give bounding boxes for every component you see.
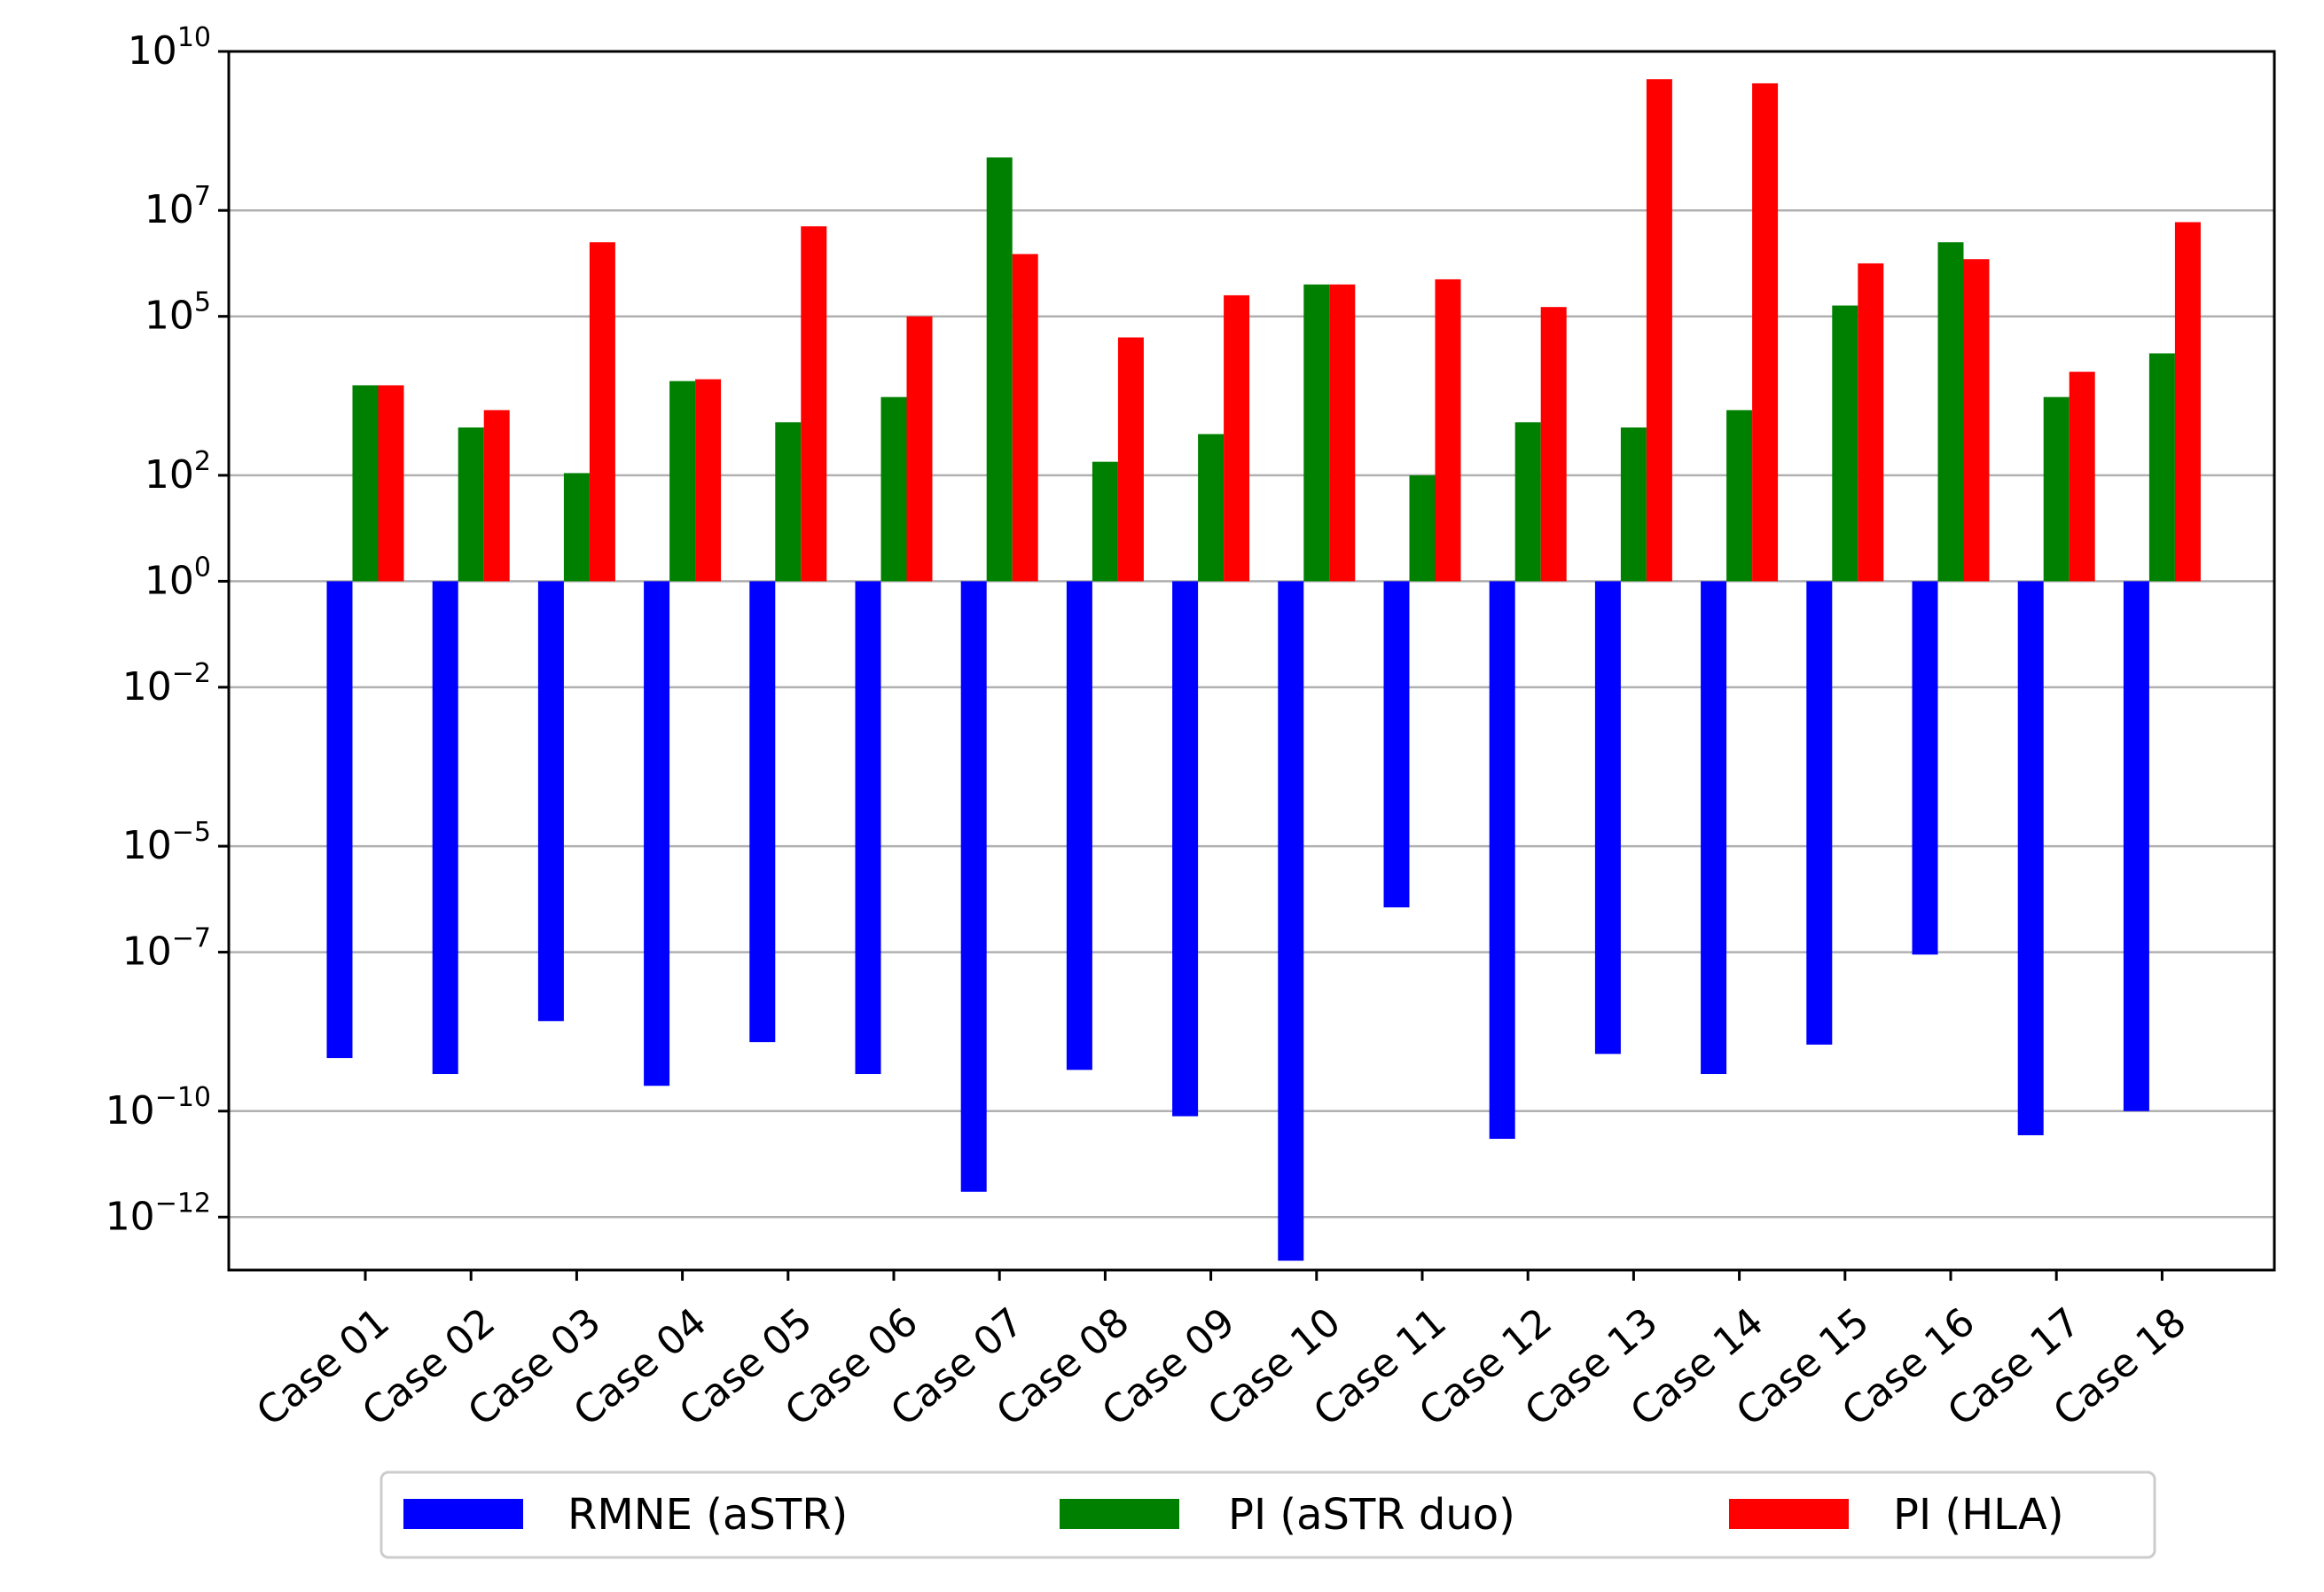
bar-pi-astr-duo xyxy=(2043,396,2070,582)
bar-rmne xyxy=(960,581,987,1192)
legend-label: PI (aSTR duo) xyxy=(1228,1490,1515,1540)
legend-label: PI (HLA) xyxy=(1893,1490,2064,1540)
bar-pi-astr-duo xyxy=(669,380,696,582)
bar-pi-hla xyxy=(801,226,827,582)
bars xyxy=(326,79,2201,1261)
bar-pi-hla xyxy=(2174,222,2201,582)
bar-pi-astr-duo xyxy=(563,473,590,582)
bar-pi-astr-duo xyxy=(1198,434,1225,582)
bar-pi-hla xyxy=(378,385,404,582)
bar-pi-astr-duo xyxy=(880,396,907,582)
y-tick-label: 100 xyxy=(145,552,211,603)
bar-rmne xyxy=(1278,581,1304,1261)
bar-rmne xyxy=(855,581,881,1075)
bar-rmne xyxy=(432,581,458,1075)
bar-rmne xyxy=(537,581,564,1022)
bar-rmne xyxy=(1383,581,1410,908)
bar-pi-astr-duo xyxy=(1092,461,1118,582)
bar-pi-astr-duo xyxy=(352,385,379,582)
bar-rmne xyxy=(326,581,353,1059)
legend-label: RMNE (aSTR) xyxy=(567,1490,848,1540)
bar-pi-astr-duo xyxy=(458,427,484,582)
bar-pi-hla xyxy=(695,379,722,582)
legend-swatch xyxy=(1060,1499,1179,1529)
bar-rmne xyxy=(1172,581,1199,1117)
bar-pi-hla xyxy=(1963,259,1990,582)
bar-pi-astr-duo xyxy=(986,157,1013,582)
legend-swatch xyxy=(1729,1499,1849,1529)
bar-pi-hla xyxy=(1646,79,1672,582)
bar-pi-astr-duo xyxy=(1620,427,1647,582)
y-tick-label: 10−5 xyxy=(122,817,211,868)
bar-pi-hla xyxy=(1540,307,1567,582)
bar-pi-hla xyxy=(1752,82,1779,582)
bar-pi-astr-duo xyxy=(1937,242,1964,582)
bar-pi-hla xyxy=(1224,294,1250,582)
bar-rmne xyxy=(1066,581,1092,1070)
bar-rmne xyxy=(749,581,776,1043)
bar-rmne xyxy=(644,581,670,1086)
plot-area-frame xyxy=(227,50,2276,1272)
bar-pi-astr-duo xyxy=(2148,353,2175,582)
y-axis-ticks: 1010 107 105 102 100 10−2 10−5 10−7 10−10 10−12 xyxy=(106,22,229,1239)
bar-pi-hla xyxy=(2069,372,2095,582)
bar-rmne xyxy=(2123,581,2149,1111)
bar-pi-hla xyxy=(483,410,510,582)
bar-pi-astr-duo xyxy=(775,422,802,582)
bar-pi-hla xyxy=(1329,284,1356,582)
y-tick-label: 102 xyxy=(145,446,211,498)
bar-pi-hla xyxy=(1117,337,1144,582)
bar-rmne xyxy=(1594,581,1621,1055)
y-tick-label: 1010 xyxy=(128,22,211,74)
y-tick-label: 10−12 xyxy=(106,1188,211,1239)
legend-box xyxy=(380,1470,2156,1559)
legend: RMNE (aSTR) PI (aSTR duo) PI (HLA) xyxy=(380,1470,2156,1559)
bar-pi-hla xyxy=(1435,278,1461,582)
gridlines xyxy=(229,50,2274,1219)
bar-rmne xyxy=(2017,581,2044,1136)
bar-pi-hla xyxy=(1012,254,1038,582)
bar-pi-hla xyxy=(906,316,933,582)
y-tick-label: 10−10 xyxy=(106,1082,211,1133)
bar-pi-astr-duo xyxy=(1514,422,1541,582)
bar-pi-hla xyxy=(1858,263,1884,582)
y-tick-label: 107 xyxy=(145,181,211,232)
bar-rmne xyxy=(1912,581,1938,955)
bar-pi-astr-duo xyxy=(1726,410,1753,582)
bar-pi-astr-duo xyxy=(1303,284,1330,582)
bar-pi-astr-duo xyxy=(1832,305,1858,582)
bar-pi-hla xyxy=(589,242,615,582)
bar-rmne xyxy=(1489,581,1515,1140)
legend-swatch xyxy=(403,1499,523,1529)
y-tick-label: 105 xyxy=(145,287,211,339)
bar-pi-astr-duo xyxy=(1409,474,1436,582)
y-tick-label: 10−7 xyxy=(122,923,211,975)
bar-rmne xyxy=(1701,581,1727,1075)
bar-rmne xyxy=(1806,581,1833,1045)
y-tick-label: 10−2 xyxy=(122,658,211,710)
